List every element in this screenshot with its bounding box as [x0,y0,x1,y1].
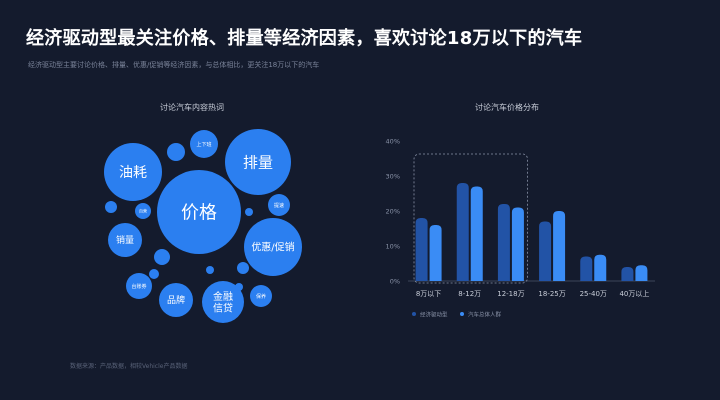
bubble-8 [202,281,244,323]
bubble-label: 油耗 [119,165,147,181]
bubble-7 [159,283,193,317]
bar-series1 [621,267,634,281]
legend-label: 汽车总体人群 [468,311,502,319]
x-tick-label: 40万以上 [619,289,649,298]
bar-series2 [553,211,566,281]
x-tick-label: 18-25万 [538,290,565,298]
bubble-label: 自营 [139,207,147,213]
bubble-11 [126,273,152,299]
bubble-label: 优惠/促销 [251,241,294,254]
y-tick-label: 0% [390,278,400,286]
bubble-label: 排量 [243,153,273,171]
bubble-6 [108,223,142,257]
bubble-label: 金融信贷 [213,290,233,315]
y-tick-label: 40% [386,138,400,146]
bubble-blank [105,201,117,213]
bubble-3 [104,143,162,201]
bubble-blank [154,249,170,265]
bar-series2 [594,254,607,281]
bubble-blank [237,262,249,274]
bubble-12 [250,285,272,307]
highlight-box [413,153,528,284]
bar-series2 [511,207,524,281]
bubble-5 [190,130,218,158]
bubble-10 [268,194,290,216]
bubble-blank [235,283,243,291]
bubble-label: 上下班 [196,141,211,148]
page-title: 经济驱动型最关注价格、排量等经济因素，喜欢讨论18万以下的汽车 [26,28,583,49]
bubble-blank [206,266,214,274]
bar-series1 [580,256,593,281]
bar-series2 [429,225,442,281]
bar-series2 [470,186,483,281]
y-tick-label: 20% [386,208,400,216]
bar-series1 [415,218,428,281]
bubble-blank [149,269,159,279]
bar-series2 [635,265,648,281]
bubble-1 [157,170,241,254]
x-tick-label: 12-18万 [497,290,524,298]
bubble-blank [245,208,253,216]
x-tick-label: 25-40万 [580,290,607,298]
bubble-9 [135,203,151,219]
page-subtitle: 经济驱动型主要讨论价格、排量、优惠/促销等经济因素，与总体相比，更关注18万以下… [28,61,320,69]
bar-chart-title: 讨论汽车价格分布 [475,103,539,112]
footnote: 数据来源：产品数据，相较Vehicle产品数据 [70,363,188,370]
bubble-label: 销量 [116,234,134,246]
x-tick-label: 8-12万 [458,290,481,298]
bubble-chart-title: 讨论汽车内容热词 [160,103,224,112]
bubble-2 [225,129,291,195]
bubble-label: 价格 [181,202,217,223]
bubble-label: 台账券 [131,283,146,290]
legend-marker [412,312,416,316]
bar-series1 [456,183,469,281]
bubble-label: 品牌 [167,294,185,306]
y-tick-label: 30% [386,173,400,181]
bar-series1 [497,204,510,281]
bubble-label: 保养 [256,293,266,300]
bubble-4 [244,218,302,276]
bar-chart: 0% 10% 20% 30% 40% 8万以下 8-12万 12-18万 18-25万 25-40… [386,138,655,319]
x-tick-label: 8万以下 [416,290,441,298]
y-tick-label: 10% [386,243,400,251]
bar-series1 [539,221,552,281]
legend-marker [460,312,464,316]
legend-label: 经济驱动型 [420,311,448,319]
bubble-blank [167,143,185,161]
bubble-label: 提速 [274,202,284,209]
